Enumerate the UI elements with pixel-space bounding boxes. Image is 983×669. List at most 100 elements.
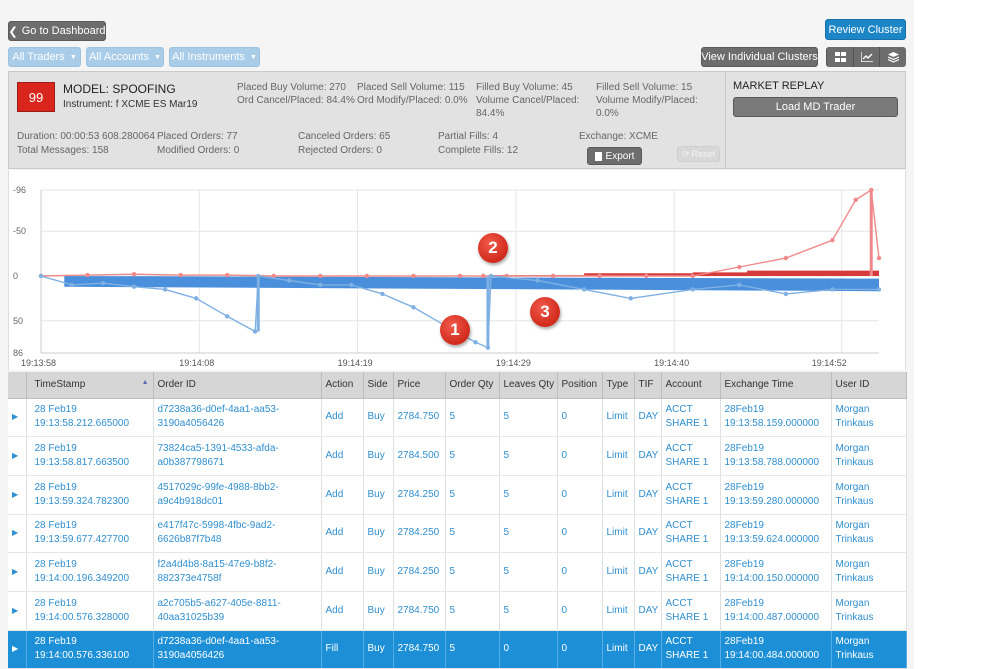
exchange-time-line1: 28Feb19 [724,597,764,609]
data-point [411,305,416,310]
timestamp-line2: 19:14:00.576.328000 [34,611,130,623]
filter-traders-dropdown[interactable]: All Traders ▼ [8,47,81,67]
row-expand-toggle[interactable]: ▶ [8,552,27,592]
table-row[interactable]: ▶ 28 Feb19 19:13:58.212.665000 d7238a36-d0e… [8,398,907,438]
cell-user-id: Morgan Trinkaus [831,398,907,438]
column-header-exchange-time[interactable]: Exchange Time [720,372,832,399]
column-header-price[interactable]: Price [393,372,446,399]
table-row[interactable]: ▶ 28 Feb19 19:13:59.677.427700 e417f47c-599… [8,514,907,554]
cell-exchange-time: 28Feb19 19:14:00.487.000000 [720,591,832,631]
cell-price: 2784.500 [393,436,446,476]
annotation-marker-1-label: 1 [450,320,460,339]
column-header-tif[interactable]: TIF [634,372,662,399]
exchange-time-line1: 28Feb19 [724,443,764,455]
data-point [318,282,323,288]
export-button[interactable]: Export [587,147,642,165]
grid-view-button[interactable] [826,47,853,67]
cell-user-id: Morgan Trinkaus [831,591,907,631]
row-expand-toggle[interactable]: ▶ [8,591,27,631]
data-point [225,314,230,319]
account-line2: SHARE 1 [665,495,709,507]
y-tick-label: 0 [13,271,18,281]
cell-position: 0 [557,591,603,631]
go-to-dashboard-button[interactable]: ❮ Go to Dashboard [8,21,106,41]
cell-side: Buy [363,591,394,631]
column-header-order-id[interactable]: Order ID [153,372,322,399]
timestamp-line2: 19:14:00.576.336100 [34,650,130,662]
data-point [481,273,486,279]
x-tick-label: 19:14:29 [496,358,531,368]
exchange-time-line2: 19:14:00.150.000000 [724,573,820,585]
timestamp-line1: 28 Feb19 [34,481,77,493]
caret-right-icon: ▶ [12,528,19,538]
cell-order-qty: 5 [445,514,500,554]
cell-exchange-time: 28Feb19 19:14:00.484.000000 [720,630,832,669]
cell-action: Fill [321,630,364,669]
export-label: Export [605,150,635,162]
row-expand-toggle[interactable]: ▶ [8,630,27,669]
cell-order-qty: 5 [445,436,500,476]
cell-type: Limit [602,514,635,554]
data-point [737,282,742,288]
data-point [457,273,463,279]
reset-button[interactable]: ⟳ Reset [677,146,720,162]
exchange-time-line1: 28Feb19 [724,404,764,416]
cell-account: ACCT SHARE 1 [661,630,721,669]
filter-instruments-dropdown[interactable]: All Instruments ▼ [169,47,260,67]
placed-orders: Placed Orders: 77 [157,131,238,142]
row-expand-toggle[interactable]: ▶ [8,436,27,476]
order-table: TimeStamp ▲ Order ID Action Side Price O… [8,372,907,669]
caret-right-icon: ▶ [12,567,19,577]
load-md-trader-button[interactable]: Load MD Trader [733,97,898,117]
type-value: Limit [606,450,628,462]
timestamp-line1: 28 Feb19 [34,520,77,532]
column-header-account[interactable]: Account [661,372,721,399]
column-header-leaves-qty[interactable]: Leaves Qty [499,372,558,399]
annotation-marker-3-label: 3 [540,302,550,321]
table-row[interactable]: ▶ 28 Feb19 19:14:00.576.336100 d7238a36-d0e… [8,630,907,669]
column-header-timestamp-label: TimeStamp [34,379,86,391]
review-cluster-button[interactable]: Review Cluster [825,19,906,40]
column-header-type[interactable]: Type [602,372,635,399]
row-expand-toggle[interactable]: ▶ [8,475,27,515]
data-point [550,273,556,279]
table-row[interactable]: ▶ 28 Feb19 19:14:00.196.349200 f2a4d4b8-8a1… [8,552,907,592]
table-row[interactable]: ▶ 28 Feb19 19:14:00.576.328000 a2c705b5-a62… [8,591,907,631]
tif-value: DAY [638,450,659,462]
cell-action: Add [321,514,364,554]
sell-position-line [40,188,880,277]
filter-accounts-dropdown[interactable]: All Accounts ▼ [86,47,164,67]
column-header-order-qty[interactable]: Order Qty [445,372,500,399]
column-header-timestamp[interactable]: TimeStamp ▲ [26,372,154,399]
layers-view-button[interactable] [879,47,906,67]
cell-leaves-qty: 5 [499,591,558,631]
column-header-action[interactable]: Action [321,372,364,399]
view-individual-clusters-button[interactable]: View Individual Clusters [701,47,818,67]
cell-account: ACCT SHARE 1 [661,436,721,476]
row-expand-toggle[interactable]: ▶ [8,514,27,554]
order-id-line1: 73824ca5-1391-4533-afda- [157,443,279,455]
column-header-side[interactable]: Side [363,372,394,399]
column-header-position[interactable]: Position [557,372,603,399]
caret-right-icon: ▶ [12,489,19,499]
table-row[interactable]: ▶ 28 Feb19 19:13:58.817.663500 73824ca5-139… [8,436,907,476]
chart-view-button[interactable] [853,47,879,67]
review-cluster-label: Review Cluster [828,23,903,36]
user-id-line2: Trinkaus [835,534,874,546]
data-point [131,271,137,277]
account-line1: ACCT [665,481,693,493]
cell-price: 2784.250 [393,552,446,592]
exchange-time-line2: 19:13:58.788.000000 [724,457,820,469]
duration: Duration: 00:00:53 608.280064 [17,131,155,142]
column-header-user-id[interactable]: User ID [831,372,907,399]
exchange-time-line1: 28Feb19 [724,481,764,493]
side-value: Buy [367,527,385,539]
partial-fills: Partial Fills: 4 [438,131,499,142]
cell-timestamp: 28 Feb19 19:13:59.324.782300 [26,475,154,515]
type-value: Limit [606,604,628,616]
cell-exchange-time: 28Feb19 19:13:58.788.000000 [720,436,832,476]
cell-action: Add [321,591,364,631]
row-expand-toggle[interactable]: ▶ [8,398,27,438]
table-row[interactable]: ▶ 28 Feb19 19:13:59.324.782300 4517029c-99f… [8,475,907,515]
y-tick-label: -50 [13,226,26,236]
